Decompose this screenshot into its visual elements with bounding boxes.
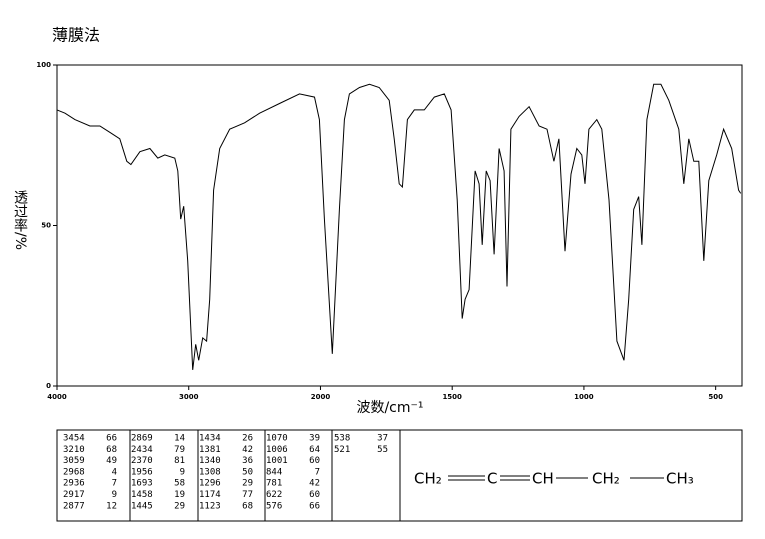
- peak-wavenumber: 1296: [199, 479, 221, 489]
- peak-wavenumber: 1956: [131, 467, 153, 477]
- peak-wavenumber: 1434: [199, 434, 221, 444]
- y-tick-label: 100: [36, 61, 51, 69]
- peak-transmittance: 66: [309, 501, 320, 511]
- peak-wavenumber: 1308: [199, 467, 221, 477]
- peak-transmittance: 37: [377, 434, 388, 444]
- y-tick-label: 50: [41, 222, 51, 230]
- peak-wavenumber: 1693: [131, 479, 153, 489]
- peak-transmittance: 55: [377, 445, 388, 455]
- x-axis-label: 波数/cm⁻¹: [356, 400, 423, 416]
- peak-wavenumber: 1174: [199, 490, 221, 500]
- peak-wavenumber: 1001: [266, 456, 288, 466]
- peak-wavenumber: 3210: [63, 445, 85, 455]
- peak-transmittance: 64: [309, 445, 320, 455]
- peak-wavenumber: 844: [266, 467, 282, 477]
- structure-group: CH₃: [666, 470, 694, 488]
- plot-frame: [56, 64, 743, 387]
- y-tick-label: 0: [46, 382, 51, 390]
- peak-wavenumber: 1458: [131, 490, 153, 500]
- structure-group: CH: [532, 470, 554, 488]
- peak-wavenumber: 622: [266, 490, 282, 500]
- peak-wavenumber: 2869: [131, 434, 153, 444]
- x-tick-label: 2000: [311, 393, 331, 401]
- peak-transmittance: 66: [106, 434, 117, 444]
- peak-transmittance: 68: [106, 445, 117, 455]
- structure-group: CH₂: [592, 470, 620, 488]
- x-tick-label: 1500: [442, 393, 462, 401]
- peak-wavenumber: 2917: [63, 490, 85, 500]
- peak-wavenumber: 1006: [266, 445, 288, 455]
- peak-transmittance: 60: [309, 456, 320, 466]
- peak-wavenumber: 2434: [131, 445, 153, 455]
- x-tick-label: 1000: [574, 393, 594, 401]
- peak-transmittance: 79: [174, 445, 185, 455]
- peak-wavenumber: 1445: [131, 501, 153, 511]
- peak-wavenumber: 521: [334, 445, 350, 455]
- peak-transmittance: 7: [315, 467, 320, 477]
- peak-transmittance: 14: [174, 434, 185, 444]
- y-axis-label: 透过率/%: [12, 190, 28, 250]
- peak-transmittance: 58: [174, 479, 185, 489]
- x-tick-label: 4000: [47, 393, 67, 401]
- peak-transmittance: 9: [180, 467, 185, 477]
- x-tick-label: 3000: [179, 393, 199, 401]
- peak-wavenumber: 2877: [63, 501, 85, 511]
- peak-transmittance: 77: [242, 490, 253, 500]
- peak-wavenumber: 3454: [63, 434, 85, 444]
- peak-wavenumber: 1340: [199, 456, 221, 466]
- peak-transmittance: 26: [242, 434, 253, 444]
- peak-transmittance: 7: [112, 479, 117, 489]
- peak-transmittance: 9: [112, 490, 117, 500]
- peak-transmittance: 42: [309, 479, 320, 489]
- peak-transmittance: 36: [242, 456, 253, 466]
- peak-wavenumber: 1123: [199, 501, 221, 511]
- peak-transmittance: 29: [174, 501, 185, 511]
- peak-wavenumber: 576: [266, 501, 282, 511]
- peak-transmittance: 50: [242, 467, 253, 477]
- peak-wavenumber: 781: [266, 479, 282, 489]
- peak-transmittance: 68: [242, 501, 253, 511]
- peak-wavenumber: 2968: [63, 467, 85, 477]
- peak-transmittance: 42: [242, 445, 253, 455]
- peak-transmittance: 39: [309, 434, 320, 444]
- peak-transmittance: 49: [106, 456, 117, 466]
- peak-wavenumber: 1070: [266, 434, 288, 444]
- peak-wavenumber: 2370: [131, 456, 153, 466]
- peak-transmittance: 12: [106, 501, 117, 511]
- structure-group: CH₂: [414, 470, 442, 488]
- peak-wavenumber: 1381: [199, 445, 221, 455]
- peak-transmittance: 60: [309, 490, 320, 500]
- x-tick-label: 500: [708, 393, 723, 401]
- peak-transmittance: 29: [242, 479, 253, 489]
- spectrum-line: [56, 83, 742, 370]
- bonds: [448, 475, 664, 481]
- structure-group: C: [487, 470, 497, 488]
- peak-wavenumber: 2936: [63, 479, 85, 489]
- peak-wavenumber: 3059: [63, 456, 85, 466]
- peak-wavenumber: 538: [334, 434, 350, 444]
- chart-title: 薄膜法: [52, 26, 100, 45]
- peak-transmittance: 4: [112, 467, 117, 477]
- peak-transmittance: 81: [174, 456, 185, 466]
- peak-transmittance: 19: [174, 490, 185, 500]
